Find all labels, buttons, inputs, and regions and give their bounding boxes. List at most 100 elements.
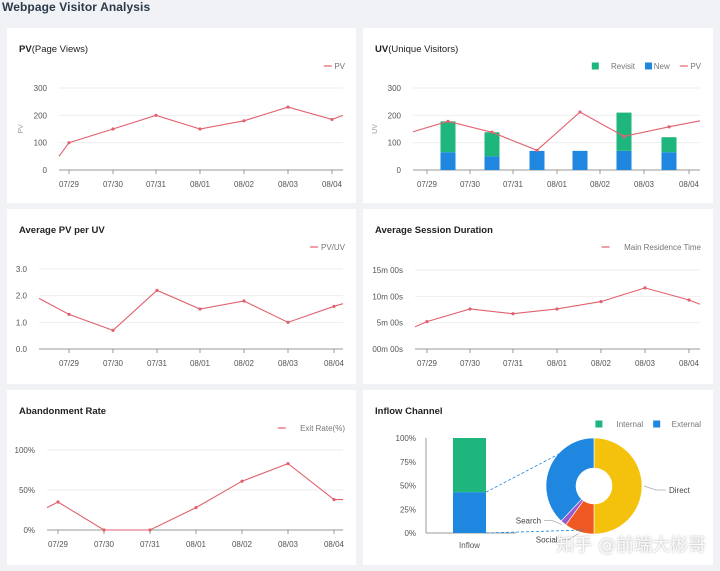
uv-ylabel: UV bbox=[372, 124, 379, 134]
avg_pv_uv-data-point bbox=[242, 299, 246, 303]
pv-ytick-label: 300 bbox=[34, 84, 48, 93]
uv-data-point bbox=[622, 134, 626, 138]
pv-xtick-label: 07/29 bbox=[59, 180, 80, 189]
session-xtick-label: 07/31 bbox=[503, 359, 524, 368]
session-ytick-label: 10m 00s bbox=[372, 292, 403, 301]
uv-bar-revisit bbox=[440, 121, 456, 153]
avg_pv_uv-xtick-label: 08/03 bbox=[278, 359, 299, 368]
abandon-xtick-label: 08/03 bbox=[278, 540, 299, 549]
avg_pv_uv-ytick-label: 2.0 bbox=[16, 292, 28, 301]
inflow-pie-slice-other bbox=[545, 437, 595, 522]
uv-xtick-label: 08/04 bbox=[679, 180, 700, 189]
pv-card-title: PV(Page Views) bbox=[19, 44, 88, 55]
uv-series-line bbox=[412, 111, 701, 151]
session-card: Average Session Duration Main Residence … bbox=[363, 209, 713, 384]
uv-bar-new bbox=[484, 156, 500, 170]
uv-data-point bbox=[535, 148, 539, 152]
session-xtick-label: 07/29 bbox=[417, 359, 438, 368]
uv-xtick-label: 08/02 bbox=[590, 180, 611, 189]
avg_pv_uv-xtick-label: 07/29 bbox=[59, 359, 80, 368]
inflow-bar-external bbox=[453, 492, 486, 533]
uv-data-point bbox=[667, 125, 671, 129]
uv-bar-new bbox=[572, 150, 588, 170]
inflow-ytick-label: 25% bbox=[400, 505, 416, 514]
pv-xtick-label: 08/02 bbox=[234, 180, 255, 189]
pv-xtick-label: 07/30 bbox=[103, 180, 124, 189]
abandon-ytick-label: 50% bbox=[19, 486, 35, 495]
avg_pv_uv-xtick-label: 07/30 bbox=[103, 359, 124, 368]
avg-pv-uv-card: Average PV per UV PV/UV 0.0 1.0 2.0 3.0 07/29… bbox=[7, 209, 356, 384]
uv-legend-box-icon bbox=[591, 62, 599, 70]
inflow-chart: External Internal 0% 25% 50% 75% 100% Inflow Dir… bbox=[396, 420, 702, 550]
inflow-legend-box-icon bbox=[595, 420, 603, 428]
pv-title-sub: (Page Views) bbox=[31, 44, 89, 55]
uv-ytick-label: 0 bbox=[397, 166, 402, 175]
avg_pv_uv-data-point bbox=[332, 304, 336, 308]
avg_pv_uv-ytick-label: 3.0 bbox=[16, 265, 28, 274]
avg_pv_uv-xtick-label: 08/02 bbox=[234, 359, 255, 368]
abandon-xtick-label: 08/01 bbox=[186, 540, 207, 549]
avg_pv_uv-xtick-label: 08/04 bbox=[324, 359, 345, 368]
pv-ytick-label: 200 bbox=[34, 111, 48, 120]
abandon-xtick-label: 07/30 bbox=[94, 540, 115, 549]
uv-legend-label: Revisit bbox=[611, 62, 636, 71]
pv-series-line bbox=[58, 106, 344, 157]
inflow-bar-internal bbox=[453, 438, 486, 493]
avg_pv_uv-xtick-label: 07/31 bbox=[147, 359, 168, 368]
uv-data-point bbox=[490, 130, 494, 134]
pv-data-point bbox=[242, 119, 246, 123]
pv-ytick-label: 0 bbox=[43, 166, 48, 175]
uv-xtick-label: 08/03 bbox=[634, 180, 655, 189]
watermark-text: 知乎 @前端大彬哥 bbox=[556, 535, 706, 556]
uv-card-title: UV(Unique Visitors) bbox=[375, 44, 458, 55]
inflow-pie-label: Direct bbox=[669, 486, 691, 495]
uv-bar-new bbox=[661, 152, 677, 170]
session-data-point bbox=[643, 286, 647, 290]
session-ytick-label: 5m 00s bbox=[377, 319, 403, 328]
uv-ytick-label: 300 bbox=[388, 84, 402, 93]
inflow-card: Inflow Channel External Internal 0% 25% 50% 7… bbox=[363, 390, 713, 565]
uv-bar-new bbox=[440, 152, 456, 170]
abandon-card-title: Abandonment Rate bbox=[19, 406, 107, 417]
inflow-ytick-label: 0% bbox=[404, 529, 416, 538]
inflow-connector-line bbox=[485, 443, 579, 493]
inflow-pie-leader-line bbox=[643, 485, 666, 491]
session-data-point bbox=[687, 298, 691, 302]
abandon-legend-label: Exit Rate(%) bbox=[300, 424, 345, 433]
pv-xtick-label: 08/03 bbox=[278, 180, 299, 189]
uv-xtick-label: 08/01 bbox=[547, 180, 568, 189]
abandon-xtick-label: 08/04 bbox=[324, 540, 345, 549]
inflow-legend-box-icon bbox=[653, 420, 661, 428]
abandon-chart: Exit Rate(%) 0% 50% 100% 07/29 07/30 07/31 08/0… bbox=[15, 424, 346, 549]
avg_pv_uv-series-line bbox=[38, 289, 344, 331]
uv-legend-box-icon bbox=[645, 62, 652, 70]
pv-xtick-label: 07/31 bbox=[146, 180, 167, 189]
session-xtick-label: 08/01 bbox=[547, 359, 568, 368]
avg_pv_uv-legend-label: PV/UV bbox=[321, 243, 346, 252]
pv-legend-label: PV bbox=[334, 62, 345, 71]
inflow-ytick-label: 50% bbox=[400, 482, 416, 491]
avg_pv_uv-data-point bbox=[198, 307, 202, 311]
inflow-legend-label: Internal bbox=[617, 420, 644, 429]
pv-title-main: PV bbox=[19, 44, 32, 55]
inflow-pie-leader-line bbox=[544, 520, 563, 525]
abandon-data-point bbox=[286, 462, 290, 466]
inflow-pie-leader-line bbox=[560, 533, 579, 540]
avg_pv_uv-data-point bbox=[111, 328, 115, 332]
uv-card: UV(Unique Visitors) PV New Revisit 0 100 200 3… bbox=[363, 28, 713, 203]
session-data-point bbox=[468, 307, 472, 311]
inflow-legend-label: External bbox=[672, 420, 702, 429]
pv-data-point bbox=[154, 113, 158, 117]
abandon-data-point bbox=[56, 500, 60, 504]
page-title: Webpage Visitor Analysis bbox=[2, 0, 151, 14]
avg_pv_uv-ytick-label: 1.0 bbox=[16, 318, 28, 327]
abandon-ytick-label: 0% bbox=[23, 526, 35, 535]
inflow-xtick-label: Inflow bbox=[459, 541, 480, 550]
uv-legend-label: New bbox=[654, 62, 670, 71]
session-xtick-label: 08/03 bbox=[635, 359, 656, 368]
pv-data-point bbox=[198, 127, 202, 131]
uv-xtick-label: 07/31 bbox=[503, 180, 524, 189]
pv-chart: PV 0 100 200 300 07/29 07/30 07/31 08/01 08/02 08/… bbox=[18, 62, 346, 189]
uv-title-sub: (Unique Visitors) bbox=[388, 44, 459, 55]
abandon-data-point bbox=[240, 479, 244, 483]
